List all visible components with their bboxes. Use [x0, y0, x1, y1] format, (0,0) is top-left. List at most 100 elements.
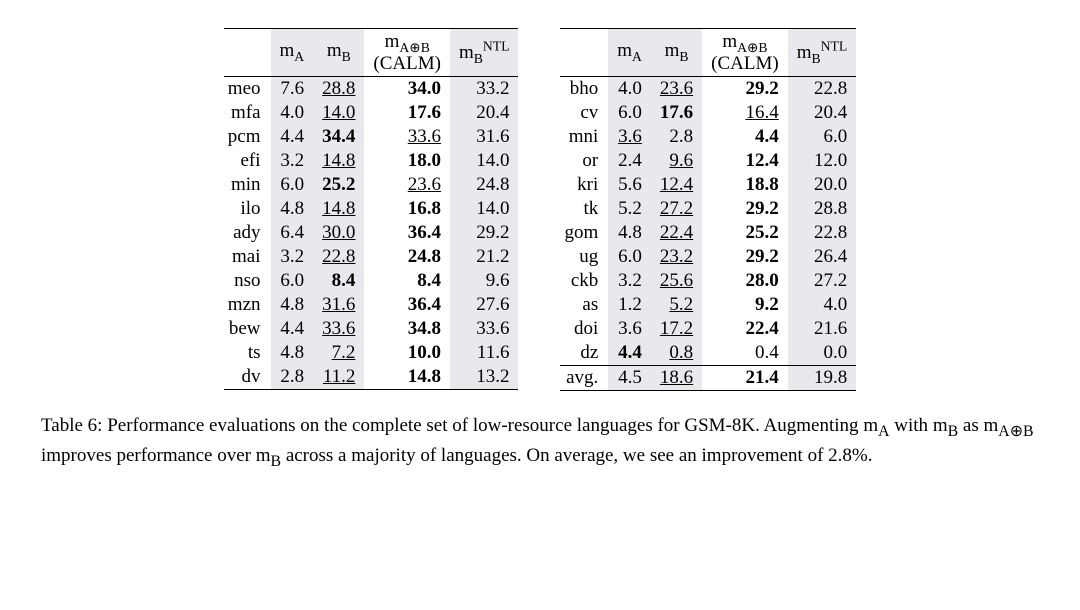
data-cell: 33.6: [450, 317, 518, 341]
data-cell: 31.6: [313, 293, 364, 317]
table-row: ckb3.225.628.027.2: [560, 269, 856, 293]
data-cell: 7.2: [313, 341, 364, 365]
row-label: kri: [560, 173, 608, 197]
data-cell: 4.8: [271, 293, 314, 317]
right-table: mA mB mA⊕B (CALM) mBNTL bho4.023.629.222…: [560, 28, 856, 391]
table-row: tk5.227.229.228.8: [560, 197, 856, 221]
data-cell: 21.6: [788, 317, 856, 341]
row-label: ug: [560, 245, 608, 269]
data-cell: 14.8: [364, 365, 450, 389]
left-table: mA mB mA⊕B (CALM) mBNTL meo7.628.834.033…: [224, 28, 519, 390]
table-row: min6.025.223.624.8: [224, 173, 519, 197]
col-mB: mB: [651, 29, 702, 77]
data-cell: 7.6: [271, 77, 314, 102]
data-cell: 27.2: [788, 269, 856, 293]
table-row: bew4.433.634.833.6: [224, 317, 519, 341]
data-cell: 21.2: [450, 245, 518, 269]
data-cell: 6.4: [271, 221, 314, 245]
row-label: meo: [224, 77, 271, 102]
table-row: or2.49.612.412.0: [560, 149, 856, 173]
row-label: cv: [560, 101, 608, 125]
row-label: mni: [560, 125, 608, 149]
data-cell: 0.8: [651, 341, 702, 365]
row-label: efi: [224, 149, 271, 173]
data-cell: 24.8: [450, 173, 518, 197]
right-tbody: bho4.023.629.222.8cv6.017.616.420.4mni3.…: [560, 77, 856, 391]
data-cell: 10.0: [364, 341, 450, 365]
data-cell: 23.2: [651, 245, 702, 269]
data-cell: 14.0: [313, 101, 364, 125]
data-cell: 8.4: [364, 269, 450, 293]
data-cell: 18.0: [364, 149, 450, 173]
table-caption: Table 6: Performance evaluations on the …: [41, 413, 1039, 471]
row-label: nso: [224, 269, 271, 293]
data-cell: 0.0: [788, 341, 856, 365]
data-cell: 14.8: [313, 197, 364, 221]
table-row: mai3.222.824.821.2: [224, 245, 519, 269]
data-cell: 4.4: [702, 125, 788, 149]
row-label: ts: [224, 341, 271, 365]
data-cell: 29.2: [702, 197, 788, 221]
data-cell: 28.0: [702, 269, 788, 293]
table-row: gom4.822.425.222.8: [560, 221, 856, 245]
data-cell: 14.0: [450, 149, 518, 173]
avg-row: avg.4.518.621.419.8: [560, 366, 856, 391]
table-row: mni3.62.84.46.0: [560, 125, 856, 149]
data-cell: 4.4: [271, 317, 314, 341]
data-cell: 27.2: [651, 197, 702, 221]
row-label: mfa: [224, 101, 271, 125]
data-cell: 6.0: [788, 125, 856, 149]
data-cell: 5.6: [608, 173, 651, 197]
data-cell: 33.6: [364, 125, 450, 149]
data-cell: 25.2: [313, 173, 364, 197]
data-cell: 36.4: [364, 293, 450, 317]
col-calm: mA⊕B (CALM): [364, 29, 450, 77]
data-cell: 18.6: [651, 366, 702, 391]
row-label: ckb: [560, 269, 608, 293]
table-row: mfa4.014.017.620.4: [224, 101, 519, 125]
row-label: ady: [224, 221, 271, 245]
row-label: pcm: [224, 125, 271, 149]
data-cell: 4.8: [608, 221, 651, 245]
data-cell: 12.0: [788, 149, 856, 173]
table-row: nso6.08.48.49.6: [224, 269, 519, 293]
data-cell: 22.4: [702, 317, 788, 341]
row-label: min: [224, 173, 271, 197]
data-cell: 23.6: [651, 77, 702, 102]
data-cell: 3.2: [608, 269, 651, 293]
table-row: bho4.023.629.222.8: [560, 77, 856, 102]
data-cell: 20.4: [450, 101, 518, 125]
table-row: ug6.023.229.226.4: [560, 245, 856, 269]
data-cell: 2.8: [651, 125, 702, 149]
data-cell: 36.4: [364, 221, 450, 245]
table-row: ts4.87.210.011.6: [224, 341, 519, 365]
data-cell: 29.2: [702, 245, 788, 269]
data-cell: 6.0: [608, 101, 651, 125]
data-cell: 14.8: [313, 149, 364, 173]
data-cell: 0.4: [702, 341, 788, 365]
data-cell: 13.2: [450, 365, 518, 389]
table-row: dz4.40.80.40.0: [560, 341, 856, 365]
data-cell: 22.4: [651, 221, 702, 245]
table-row: meo7.628.834.033.2: [224, 77, 519, 102]
row-label: ilo: [224, 197, 271, 221]
tables-container: mA mB mA⊕B (CALM) mBNTL meo7.628.834.033…: [40, 28, 1040, 391]
data-cell: 11.2: [313, 365, 364, 389]
data-cell: 34.8: [364, 317, 450, 341]
data-cell: 17.6: [651, 101, 702, 125]
data-cell: 4.4: [608, 341, 651, 365]
data-cell: 11.6: [450, 341, 518, 365]
data-cell: 1.2: [608, 293, 651, 317]
data-cell: 4.0: [271, 101, 314, 125]
data-cell: 17.2: [651, 317, 702, 341]
row-label: or: [560, 149, 608, 173]
data-cell: 20.0: [788, 173, 856, 197]
col-mB: mB: [313, 29, 364, 77]
row-label: bho: [560, 77, 608, 102]
row-label: mai: [224, 245, 271, 269]
col-calm: mA⊕B (CALM): [702, 29, 788, 77]
data-cell: 9.6: [450, 269, 518, 293]
data-cell: 18.8: [702, 173, 788, 197]
table-row: ilo4.814.816.814.0: [224, 197, 519, 221]
data-cell: 20.4: [788, 101, 856, 125]
